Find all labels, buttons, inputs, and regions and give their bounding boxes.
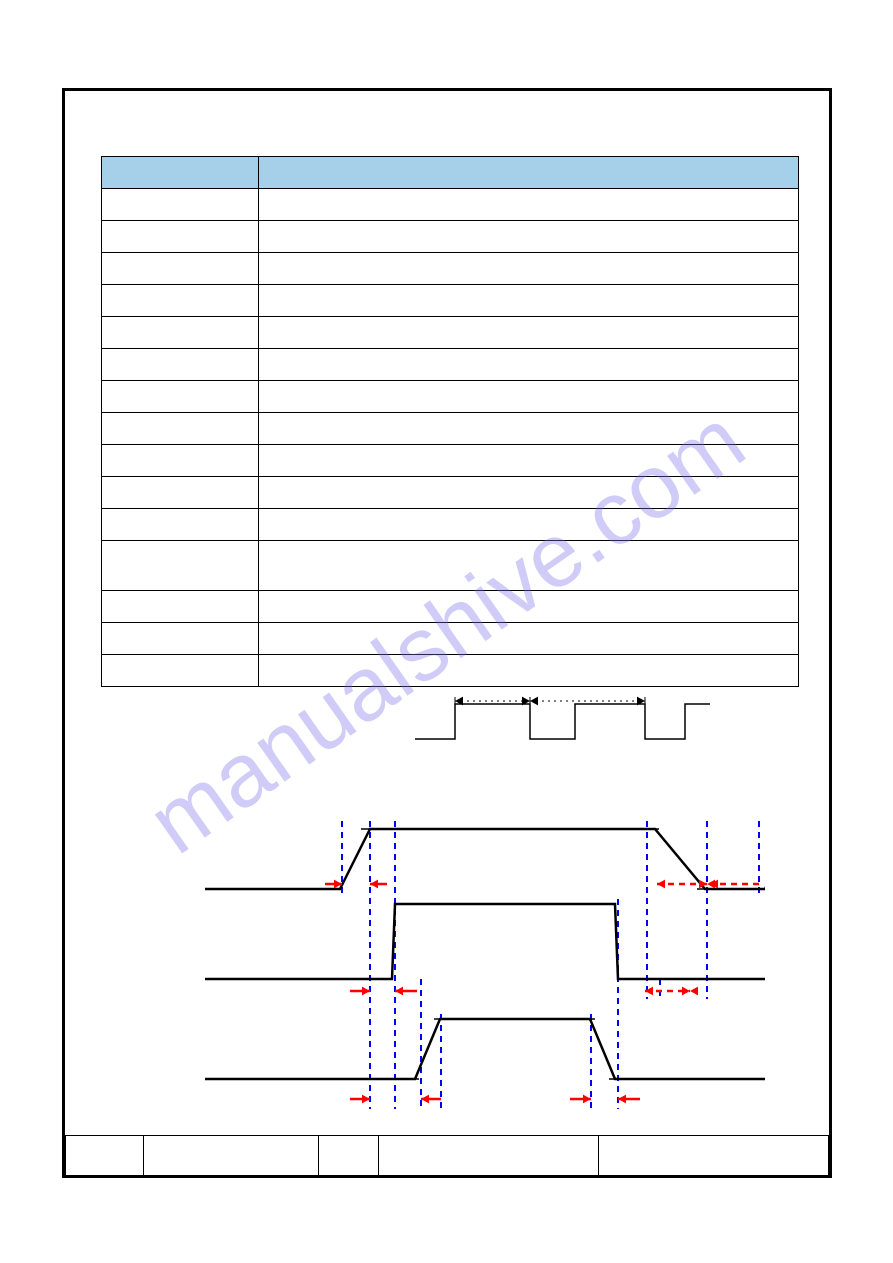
table-row [102, 477, 799, 509]
footer-table [65, 1135, 829, 1176]
table-cell [102, 381, 259, 413]
table-cell [102, 477, 259, 509]
table-header-cell [102, 157, 259, 189]
table-cell [259, 623, 799, 655]
timing-diagram [145, 679, 765, 1119]
table-cell [102, 623, 259, 655]
table-cell [102, 317, 259, 349]
table-cell [259, 413, 799, 445]
table-row [102, 221, 799, 253]
table-row [102, 349, 799, 381]
footer-row [66, 1135, 829, 1175]
table-row [102, 253, 799, 285]
table-row [102, 541, 799, 591]
table-row [102, 509, 799, 541]
footer-cell [319, 1135, 379, 1175]
table-cell [259, 509, 799, 541]
timing-svg [145, 679, 765, 1119]
spec-table [101, 156, 799, 687]
table-cell [102, 509, 259, 541]
table-cell [259, 189, 799, 221]
table-cell [102, 445, 259, 477]
footer-cell [599, 1135, 829, 1175]
table-cell [259, 445, 799, 477]
table-cell [259, 285, 799, 317]
table-header-cell [259, 157, 799, 189]
table-cell [259, 591, 799, 623]
table-cell [259, 477, 799, 509]
table-cell [259, 381, 799, 413]
footer-cell [144, 1135, 319, 1175]
table-header-row [102, 157, 799, 189]
table-cell [259, 317, 799, 349]
table-row [102, 623, 799, 655]
table-cell [102, 591, 259, 623]
table-cell [102, 221, 259, 253]
table-cell [102, 189, 259, 221]
footer-cell [66, 1135, 144, 1175]
table-cell [102, 285, 259, 317]
table-cell [259, 221, 799, 253]
table-row [102, 189, 799, 221]
table-cell [102, 541, 259, 591]
table-row [102, 285, 799, 317]
table-cell [259, 541, 799, 591]
table-row [102, 591, 799, 623]
table-cell [259, 349, 799, 381]
table-cell [102, 253, 259, 285]
table-cell [102, 349, 259, 381]
table-cell [102, 413, 259, 445]
table-row [102, 413, 799, 445]
footer-cell [379, 1135, 599, 1175]
table-row [102, 317, 799, 349]
table-row [102, 445, 799, 477]
table-cell [259, 253, 799, 285]
page-frame [62, 88, 832, 1178]
table-row [102, 381, 799, 413]
